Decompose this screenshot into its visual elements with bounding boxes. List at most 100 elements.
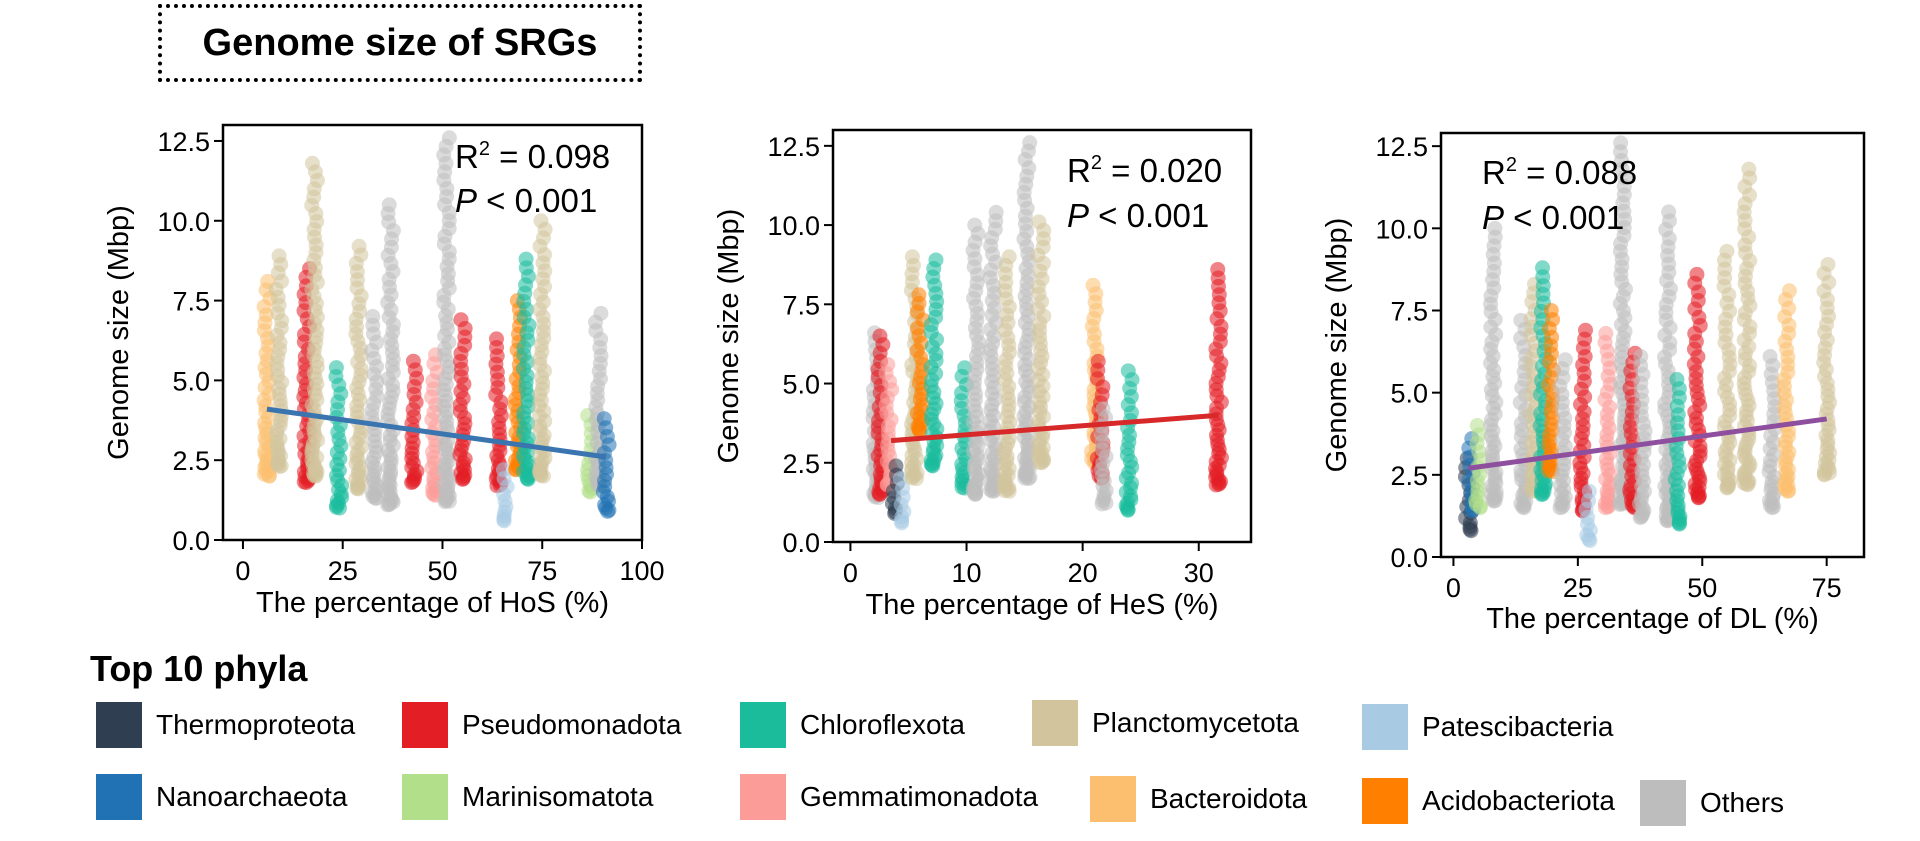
- legend-swatch: [740, 702, 786, 748]
- legend-label: Gemmatimonadota: [800, 781, 1039, 812]
- data-point: [381, 197, 397, 213]
- legend-item-patescibacteria: Patescibacteria: [1362, 704, 1613, 750]
- legend-label: Patescibacteria: [1422, 711, 1614, 742]
- y-axis-label: Genome size (Mbp): [103, 205, 135, 460]
- y-tick-label: 2.5: [1390, 461, 1428, 491]
- y-tick-label: 5.0: [1390, 379, 1428, 409]
- y-axis-label: Genome size (Mbp): [1321, 218, 1353, 473]
- data-point: [957, 360, 973, 376]
- legend-swatch: [1362, 778, 1408, 824]
- data-point: [880, 357, 896, 373]
- figure-title: Genome size of SRGs: [158, 4, 642, 82]
- legend-label: Marinisomatota: [462, 781, 654, 812]
- x-tick-label: 25: [1563, 573, 1593, 603]
- data-point: [533, 213, 549, 229]
- x-tick-label: 100: [619, 556, 664, 586]
- data-point: [888, 458, 904, 474]
- y-tick-label: 2.5: [172, 446, 210, 476]
- legend-swatch: [740, 774, 786, 820]
- data-point: [904, 249, 920, 265]
- x-tick-label: 50: [1687, 573, 1717, 603]
- legend-label: Planctomycetota: [1092, 707, 1299, 738]
- legend-item-acidobacteriota: Acidobacteriota: [1362, 778, 1615, 824]
- data-point: [967, 217, 983, 233]
- data-point: [1598, 325, 1614, 341]
- data-point: [1022, 135, 1038, 151]
- y-tick-label: 10.0: [1375, 214, 1428, 244]
- legend-label: Thermoproteota: [156, 709, 356, 740]
- legend-item-nanoarchaeota: Nanoarchaeota: [96, 774, 347, 820]
- y-tick-label: 0.0: [172, 526, 210, 556]
- data-point: [1633, 349, 1649, 365]
- data-point: [988, 204, 1004, 220]
- legend-label: Chloroflexota: [800, 709, 965, 740]
- data-point: [304, 155, 320, 171]
- data-point: [1543, 302, 1559, 318]
- data-point: [1661, 204, 1677, 220]
- data-points: [1457, 135, 1838, 549]
- r-squared-annotation: R2 = 0.088: [1482, 154, 1637, 191]
- x-axis-label: The percentage of DL (%): [1486, 603, 1819, 635]
- data-point: [1557, 352, 1573, 368]
- x-tick-label: 0: [235, 556, 250, 586]
- legend-item-planctomycetota: Planctomycetota: [1032, 700, 1299, 746]
- legend-item-bacteroidota: Bacteroidota: [1090, 776, 1307, 822]
- data-point: [593, 305, 609, 321]
- y-tick-label: 5.0: [172, 366, 210, 396]
- data-point: [872, 328, 888, 344]
- y-tick-label: 12.5: [1375, 132, 1428, 162]
- data-point: [518, 251, 534, 267]
- legend-swatch: [1362, 704, 1408, 750]
- y-tick-label: 12.5: [157, 127, 210, 157]
- p-value-annotation: P < 0.001: [455, 182, 597, 219]
- legend-swatch: [1640, 780, 1686, 826]
- legend-item-others: Others: [1640, 780, 1784, 826]
- data-point: [271, 248, 287, 264]
- legend-swatch: [1090, 776, 1136, 822]
- data-points: [865, 135, 1229, 531]
- legend-title: Top 10 phyla: [90, 648, 308, 689]
- legend-swatch: [402, 702, 448, 748]
- data-point: [1741, 161, 1757, 177]
- x-tick-label: 25: [328, 556, 358, 586]
- data-point: [328, 360, 344, 376]
- data-point: [1781, 283, 1797, 299]
- legend-item-thermoproteota: Thermoproteota: [96, 702, 355, 748]
- data-point: [1535, 260, 1551, 276]
- x-tick-label: 75: [1812, 573, 1842, 603]
- x-tick-label: 50: [427, 556, 457, 586]
- y-tick-label: 0.0: [1390, 543, 1428, 573]
- p-value-annotation: P < 0.001: [1482, 199, 1624, 236]
- data-point: [453, 312, 469, 328]
- data-point: [1719, 243, 1735, 259]
- plot-frame: [831, 128, 1253, 544]
- data-point: [495, 462, 511, 478]
- y-tick-label: 7.5: [1390, 296, 1428, 326]
- data-point: [1762, 349, 1778, 365]
- data-point: [1669, 372, 1685, 388]
- legend-label: Acidobacteriota: [1422, 785, 1616, 816]
- legend-swatch: [402, 774, 448, 820]
- y-tick-label: 7.5: [172, 287, 210, 317]
- data-point: [1613, 135, 1629, 151]
- data-point: [441, 130, 457, 146]
- regression-line: [266, 406, 607, 460]
- data-point: [1001, 249, 1017, 265]
- legend-label: Nanoarchaeota: [156, 781, 348, 812]
- data-point: [405, 353, 421, 369]
- x-tick-label: 0: [1446, 573, 1461, 603]
- legend-swatch: [96, 774, 142, 820]
- r-squared-annotation: R2 = 0.098: [455, 138, 610, 175]
- legend-label: Bacteroidota: [1150, 783, 1308, 814]
- legend-swatch: [1032, 700, 1078, 746]
- data-point: [351, 238, 367, 254]
- data-point: [1578, 322, 1594, 338]
- legend-item-marinisomatota: Marinisomatota: [402, 774, 653, 820]
- data-point: [596, 411, 612, 427]
- plot-frame: [1439, 131, 1866, 559]
- data-point: [928, 252, 944, 268]
- y-tick-label: 10.0: [157, 207, 210, 237]
- x-tick-label: 75: [527, 556, 557, 586]
- data-point: [1820, 256, 1836, 272]
